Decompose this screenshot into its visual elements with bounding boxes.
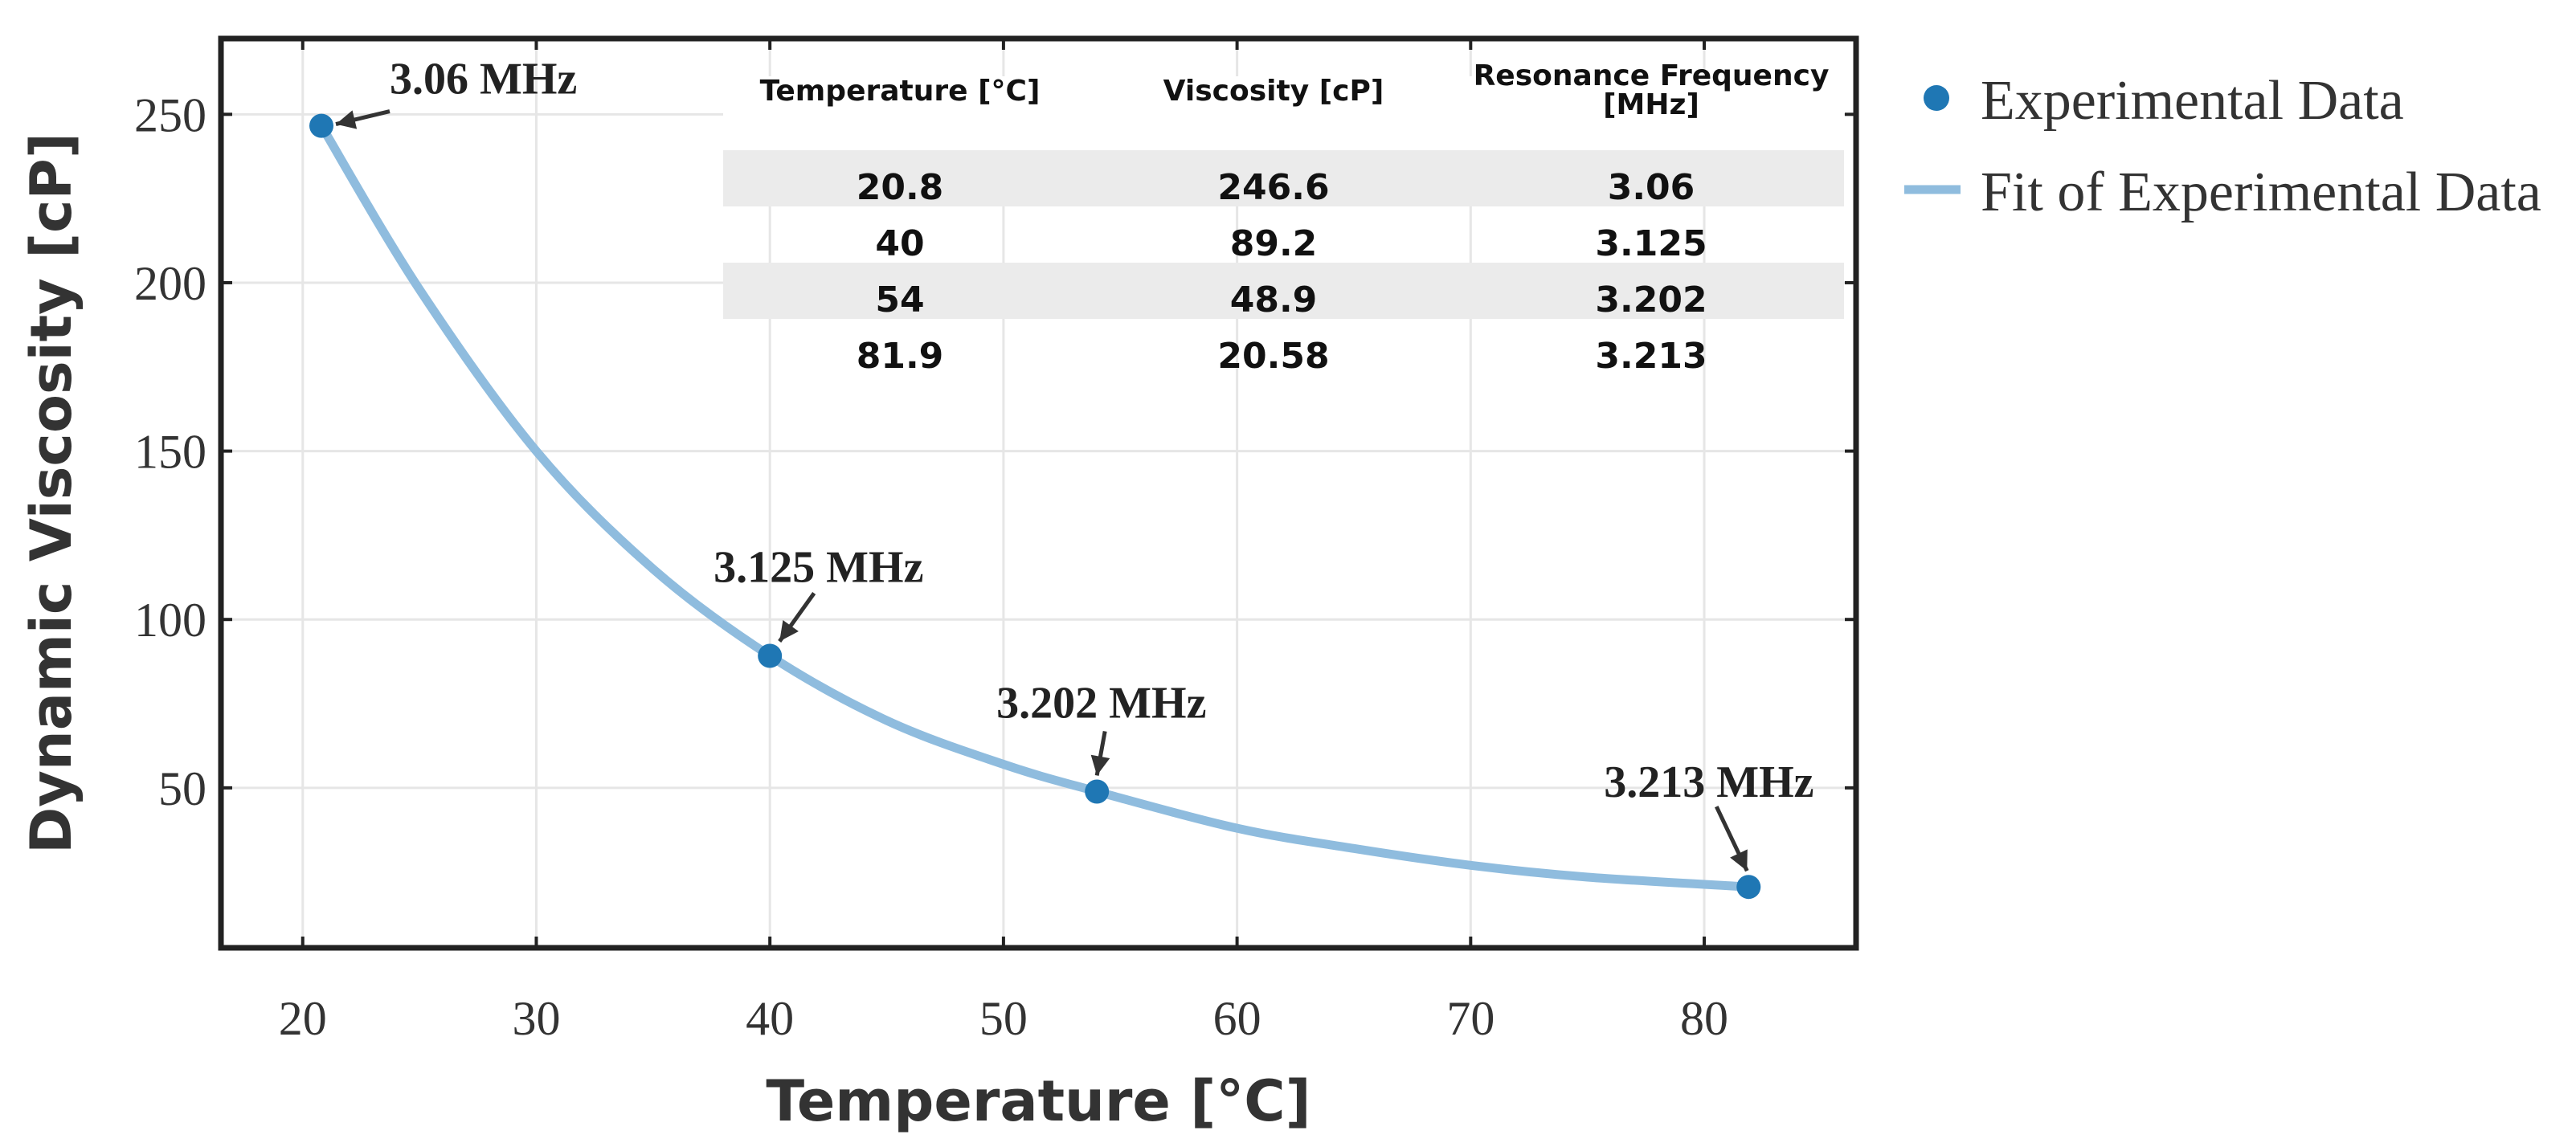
annotation-arrowhead bbox=[1730, 849, 1748, 872]
y-tick-label: 100 bbox=[134, 594, 206, 647]
x-tick-label: 80 bbox=[1680, 992, 1728, 1045]
data-table-background bbox=[723, 76, 1844, 319]
x-tick-label: 50 bbox=[979, 992, 1028, 1045]
tick-labels: 20 30 40 50 60 70 80 50 100 150 200 250 bbox=[134, 88, 1728, 1045]
table-cell: 246.6 bbox=[1217, 167, 1329, 208]
y-tick-label: 50 bbox=[158, 762, 206, 815]
table-cell: 54 bbox=[875, 280, 924, 320]
table-cell: 3.202 bbox=[1595, 280, 1707, 320]
table-cell: 48.9 bbox=[1230, 280, 1318, 320]
annotation-label: 3.06 MHz bbox=[390, 55, 577, 104]
legend-label-experimental: Experimental Data bbox=[1981, 70, 2404, 132]
y-tick-label: 150 bbox=[134, 426, 206, 479]
table-cell: 3.06 bbox=[1608, 167, 1695, 208]
x-tick-label: 70 bbox=[1446, 992, 1494, 1045]
annotation-label: 3.125 MHz bbox=[714, 543, 923, 593]
table-cell: 40 bbox=[875, 223, 924, 264]
data-table: Temperature [°C] Viscosity [cP] Resonance … bbox=[760, 59, 1830, 377]
x-axis-title: Temperature [°C] bbox=[766, 1068, 1310, 1134]
table-header-frequency-unit: [MHz] bbox=[1603, 88, 1699, 121]
axis-ticks bbox=[221, 39, 1856, 948]
annotation-arrows bbox=[335, 109, 1749, 872]
x-tick-label: 30 bbox=[512, 992, 560, 1045]
legend: Experimental Data Fit of Experimental Dat… bbox=[1904, 70, 2541, 223]
table-header-temperature: Temperature [°C] bbox=[760, 75, 1041, 108]
table-cell: 89.2 bbox=[1230, 223, 1318, 264]
annotation-label: 3.202 MHz bbox=[996, 678, 1206, 728]
table-cell: 3.125 bbox=[1595, 223, 1707, 264]
data-points bbox=[309, 113, 1761, 900]
table-row-shade bbox=[723, 263, 1844, 319]
x-tick-label: 40 bbox=[746, 992, 794, 1045]
data-point bbox=[758, 643, 783, 668]
legend-marker-experimental bbox=[1924, 85, 1949, 111]
table-row-shade bbox=[723, 150, 1844, 206]
table-cell: 20.8 bbox=[857, 167, 944, 208]
legend-label-fit: Fit of Experimental Data bbox=[1981, 161, 2541, 223]
x-tick-label: 60 bbox=[1213, 992, 1261, 1045]
table-cell: 81.9 bbox=[857, 336, 944, 377]
data-point bbox=[309, 113, 334, 138]
plot-frame bbox=[218, 35, 1859, 951]
y-axis-title: Dynamic Viscosity [cP] bbox=[18, 133, 84, 854]
table-header-viscosity: Viscosity [cP] bbox=[1163, 75, 1384, 108]
x-tick-label: 20 bbox=[279, 992, 327, 1045]
table-cell: 20.58 bbox=[1217, 336, 1329, 377]
y-tick-label: 250 bbox=[134, 88, 206, 141]
annotation-arrowhead bbox=[779, 620, 799, 642]
y-tick-label: 200 bbox=[134, 257, 206, 310]
annotation-labels: 3.06 MHz 3.125 MHz 3.202 MHz 3.213 MHz bbox=[390, 55, 1814, 808]
table-header-background bbox=[723, 76, 1844, 150]
table-cell: 3.213 bbox=[1595, 336, 1707, 377]
table-header-frequency: Resonance Frequency bbox=[1474, 59, 1830, 92]
annotation-label: 3.213 MHz bbox=[1604, 757, 1813, 807]
annotation-arrowhead bbox=[336, 110, 358, 129]
fit-curve bbox=[317, 121, 1753, 892]
annotation-arrowhead bbox=[1090, 754, 1110, 776]
data-point bbox=[1085, 779, 1110, 804]
fit-line-layer bbox=[317, 121, 1753, 892]
data-point bbox=[1736, 875, 1761, 900]
